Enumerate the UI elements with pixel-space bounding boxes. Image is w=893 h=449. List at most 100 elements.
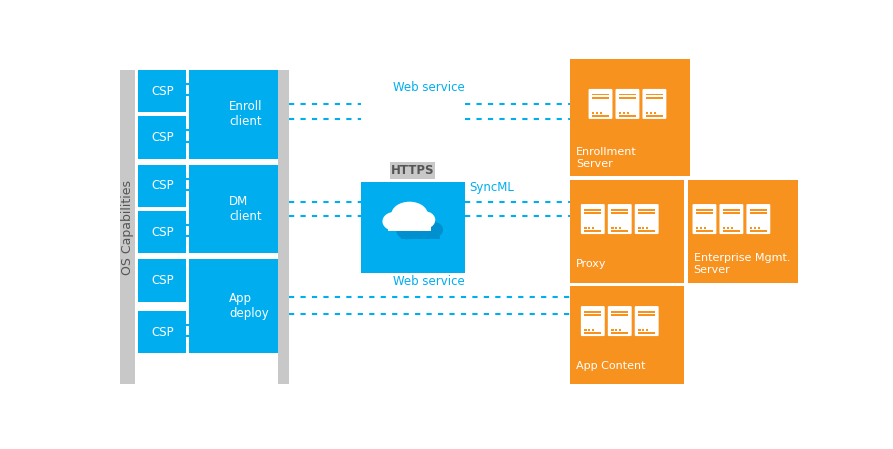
Text: CSP: CSP [151,131,173,144]
Bar [696,230,713,232]
Bar [723,227,725,229]
Bar [638,230,655,232]
Bar [646,114,663,117]
Text: CSP: CSP [151,274,173,287]
Bar [696,209,713,211]
Bar [138,260,187,302]
Bar [388,217,431,231]
Bar [278,70,288,384]
Text: CSP: CSP [151,180,173,193]
Bar [688,180,797,282]
FancyBboxPatch shape [692,204,716,234]
Bar [638,329,640,331]
Bar [750,230,767,232]
Bar [588,329,590,331]
Bar [189,260,278,353]
Bar [584,230,601,232]
Text: OS Capabilities: OS Capabilities [121,180,134,275]
FancyBboxPatch shape [588,89,613,119]
Bar [612,329,613,331]
FancyBboxPatch shape [615,89,639,119]
Bar [750,227,752,229]
Bar [592,329,595,331]
Text: Web service: Web service [393,275,465,288]
Bar [619,93,636,96]
Bar [584,329,587,331]
Bar [612,209,628,211]
Bar [138,70,187,112]
Bar [619,97,636,98]
Bar [638,332,655,334]
Text: Web service: Web service [393,81,465,94]
Ellipse shape [396,222,418,239]
Bar [646,329,648,331]
Bar [700,227,702,229]
FancyBboxPatch shape [608,306,631,336]
Bar [723,230,740,232]
Bar [730,227,733,229]
Bar [704,227,706,229]
Bar [592,112,595,114]
Ellipse shape [405,213,437,236]
Bar [584,227,587,229]
Bar [401,227,439,239]
Bar [638,212,655,214]
Text: Enroll
client: Enroll client [230,100,263,128]
Text: CSP: CSP [151,226,173,238]
Bar [757,227,760,229]
Bar [612,212,628,214]
Bar [619,227,622,229]
Bar [654,112,656,114]
Text: HTTPS: HTTPS [391,163,434,176]
Bar [646,112,648,114]
Bar [646,97,663,98]
Bar [727,227,729,229]
Bar [138,165,187,207]
Bar [750,212,767,214]
Bar [638,227,640,229]
Bar [750,209,767,211]
FancyBboxPatch shape [642,89,666,119]
FancyBboxPatch shape [580,306,605,336]
Bar [615,329,617,331]
Bar [723,209,740,211]
Bar [723,212,740,214]
Bar [619,329,622,331]
Bar [600,112,602,114]
Bar [584,311,601,313]
Ellipse shape [424,222,443,238]
Bar [627,112,629,114]
Text: Proxy: Proxy [576,259,606,269]
FancyBboxPatch shape [390,162,435,179]
Text: DM
client: DM client [230,195,262,223]
Text: App Content: App Content [576,361,646,371]
Text: SyncML: SyncML [469,181,514,194]
Bar [615,227,617,229]
Bar [588,227,590,229]
Text: CSP: CSP [151,85,173,98]
Bar [638,311,655,313]
FancyBboxPatch shape [580,204,605,234]
Bar [642,329,645,331]
Bar [619,112,622,114]
Bar [592,93,609,96]
FancyBboxPatch shape [635,204,659,234]
FancyBboxPatch shape [635,306,659,336]
Bar [570,286,684,384]
FancyBboxPatch shape [720,204,743,234]
Bar [638,314,655,316]
Bar [619,114,636,117]
Bar [646,93,663,96]
Bar [696,212,713,214]
Ellipse shape [413,211,435,229]
Text: CSP: CSP [151,326,173,339]
Bar [638,209,655,211]
Bar [646,227,648,229]
Bar [612,314,628,316]
Bar [361,182,464,273]
Text: Enrollment
Server: Enrollment Server [576,147,637,169]
Bar [189,70,278,158]
Bar [642,227,645,229]
Bar [596,112,598,114]
Bar [570,180,684,282]
